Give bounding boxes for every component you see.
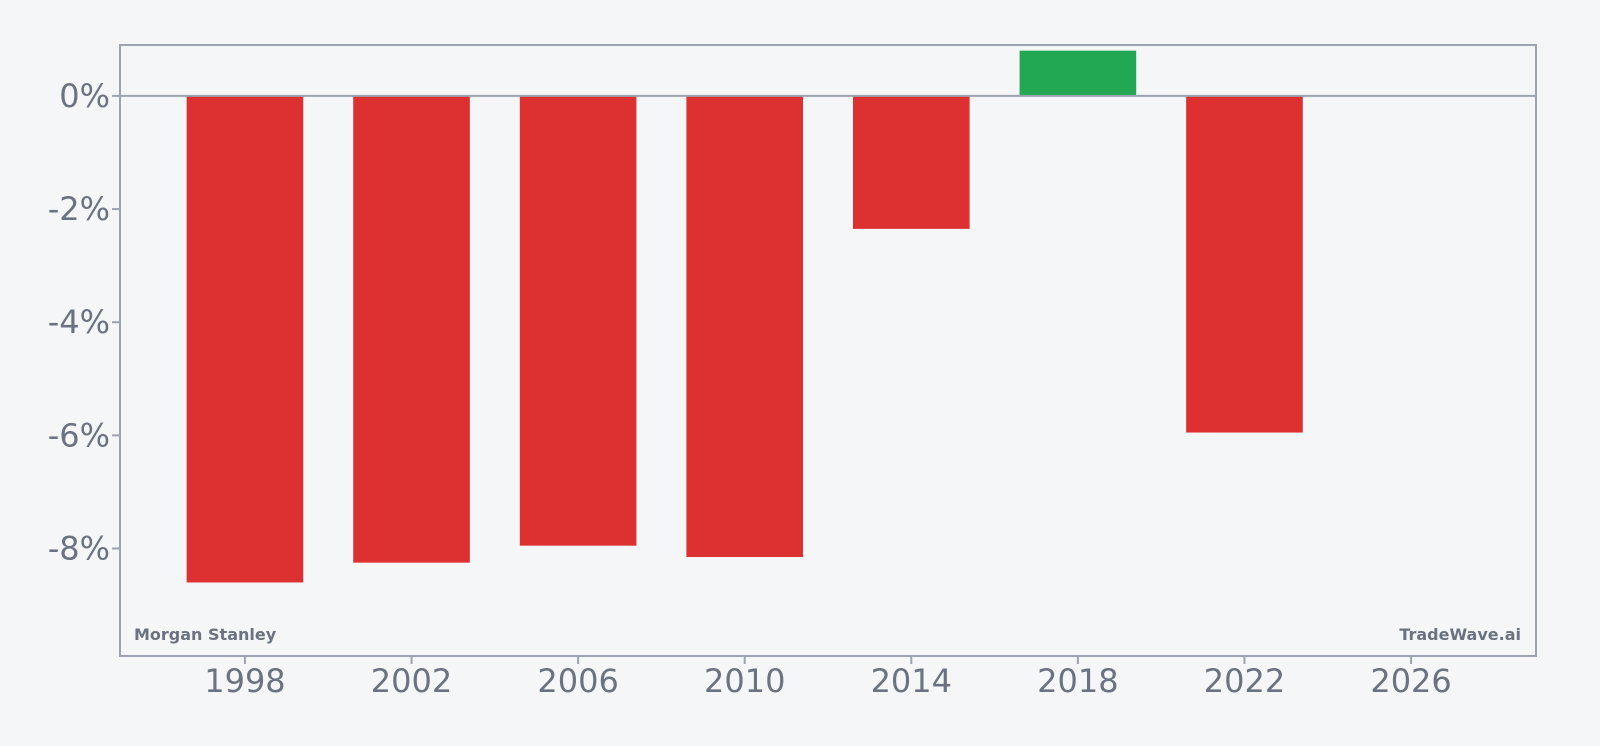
- bar-2014: [852, 95, 970, 229]
- y-tick-label-4: -8%: [48, 530, 110, 568]
- x-tick-label-2026: 2026: [1370, 662, 1451, 700]
- x-tick-label-2010: 2010: [704, 662, 785, 700]
- y-tick-label-1: -2%: [48, 190, 110, 228]
- watermark-left: Morgan Stanley: [134, 625, 277, 644]
- bar-2006: [519, 95, 637, 546]
- y-tick-label-3: -6%: [48, 416, 110, 454]
- x-tick-label-2006: 2006: [537, 662, 618, 700]
- y-axis: 0% -2% -4% -6% -8%: [48, 77, 120, 568]
- bar-2022: [1186, 95, 1303, 433]
- bars-group: [186, 50, 1303, 583]
- y-tick-label-2: -4%: [48, 303, 110, 341]
- x-tick-label-1998: 1998: [204, 662, 285, 700]
- plot-frame: [119, 44, 1537, 657]
- bar-2018: [1019, 50, 1137, 96]
- bar-2010: [686, 95, 804, 557]
- x-tick-label-2018: 2018: [1037, 662, 1118, 700]
- bar-2002: [353, 95, 470, 563]
- bar-1998: [186, 95, 304, 583]
- x-axis: 1998 2002 2006 2010 2014 2018 2022 2026: [204, 656, 1452, 700]
- x-tick-label-2022: 2022: [1204, 662, 1285, 700]
- x-tick-label-2014: 2014: [871, 662, 952, 700]
- x-tick-label-2002: 2002: [371, 662, 452, 700]
- watermark-right: TradeWave.ai: [1399, 625, 1521, 644]
- y-tick-label-0: 0%: [59, 77, 110, 115]
